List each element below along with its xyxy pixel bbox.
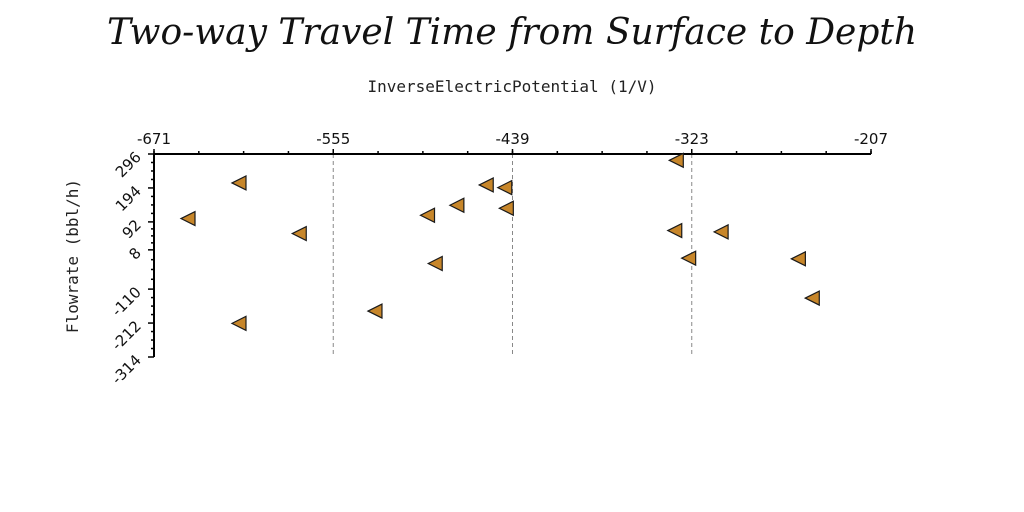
x-tick-label: -207 — [854, 130, 888, 148]
data-point — [366, 303, 383, 320]
x-tick-label: -671 — [137, 130, 171, 148]
x-tick-label: -323 — [675, 130, 709, 148]
chart-title: Two-way Travel Time from Surface to Dept… — [107, 12, 917, 53]
y-tick-label: -212 — [108, 317, 145, 354]
points-layer — [179, 152, 820, 332]
data-point — [448, 197, 465, 214]
data-point — [496, 179, 513, 196]
x-tick-label: -555 — [316, 130, 350, 148]
data-point — [712, 223, 729, 240]
y-tick-label: 8 — [125, 244, 144, 263]
data-point — [419, 207, 436, 224]
x-tick-label: -439 — [495, 130, 529, 148]
data-point — [290, 225, 307, 242]
data-point — [666, 222, 683, 239]
y-tick-label: -110 — [108, 283, 145, 320]
x-axis-label: InverseElectricPotential (1/V) — [368, 77, 657, 96]
data-point — [477, 176, 494, 193]
data-point — [790, 250, 806, 267]
y-tick-label: 194 — [112, 182, 145, 215]
data-point — [667, 152, 684, 169]
grid-layer — [332, 154, 693, 357]
y-tick-label: 92 — [119, 216, 145, 242]
data-point — [230, 174, 247, 191]
y-tick-label: -314 — [108, 351, 145, 388]
y-axis-label: Flowrate (bbl/h) — [63, 179, 82, 333]
data-point — [179, 210, 196, 227]
data-point — [230, 315, 247, 332]
data-point — [803, 290, 820, 307]
y-tick-label: 296 — [112, 148, 145, 181]
data-point — [680, 250, 697, 267]
data-point — [426, 255, 443, 272]
data-point — [497, 200, 514, 217]
